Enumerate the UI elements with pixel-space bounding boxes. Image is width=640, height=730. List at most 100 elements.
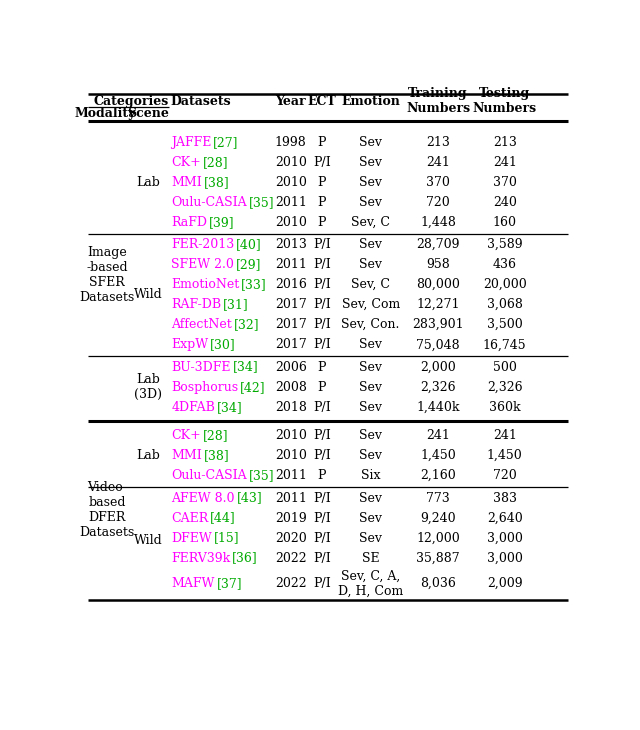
Text: SE: SE xyxy=(362,552,380,564)
Text: 241: 241 xyxy=(493,429,516,442)
Text: P/I: P/I xyxy=(313,401,331,414)
Text: [28]: [28] xyxy=(203,155,228,169)
Text: 2011: 2011 xyxy=(275,491,307,504)
Text: P: P xyxy=(317,469,326,483)
Text: Training
Numbers: Training Numbers xyxy=(406,88,470,115)
Text: Emotion: Emotion xyxy=(341,95,400,108)
Text: 9,240: 9,240 xyxy=(420,512,456,525)
Text: 383: 383 xyxy=(493,491,516,504)
Text: Wild: Wild xyxy=(134,288,163,301)
Text: 3,500: 3,500 xyxy=(487,318,523,331)
Text: Sev: Sev xyxy=(359,258,382,272)
Text: [38]: [38] xyxy=(204,449,230,462)
Text: P/I: P/I xyxy=(313,491,331,504)
Text: 8,036: 8,036 xyxy=(420,577,456,590)
Text: 2010: 2010 xyxy=(275,176,307,189)
Text: P: P xyxy=(317,176,326,189)
Text: Sev: Sev xyxy=(359,380,382,393)
Text: [43]: [43] xyxy=(237,491,262,504)
Text: Sev: Sev xyxy=(359,512,382,525)
Text: MAFW: MAFW xyxy=(172,577,215,590)
Text: 2,326: 2,326 xyxy=(487,380,522,393)
Text: Wild: Wild xyxy=(134,534,163,548)
Text: 3,068: 3,068 xyxy=(487,299,523,311)
Text: ExpW: ExpW xyxy=(172,338,209,351)
Text: P/I: P/I xyxy=(313,429,331,442)
Text: [33]: [33] xyxy=(241,278,267,291)
Text: 2010: 2010 xyxy=(275,155,307,169)
Text: P: P xyxy=(317,380,326,393)
Text: AFEW 8.0: AFEW 8.0 xyxy=(172,491,235,504)
Text: 2008: 2008 xyxy=(275,380,307,393)
Text: 80,000: 80,000 xyxy=(416,278,460,291)
Text: Image
-based
SFER
Datasets: Image -based SFER Datasets xyxy=(79,246,135,304)
Text: 2011: 2011 xyxy=(275,196,307,209)
Text: RAF-DB: RAF-DB xyxy=(172,299,221,311)
Text: Lab: Lab xyxy=(136,449,160,462)
Text: Sev: Sev xyxy=(359,196,382,209)
Text: 2010: 2010 xyxy=(275,449,307,462)
Text: 2011: 2011 xyxy=(275,469,307,483)
Text: [35]: [35] xyxy=(248,196,275,209)
Text: [15]: [15] xyxy=(214,531,239,545)
Text: 1,450: 1,450 xyxy=(487,449,523,462)
Text: Sev: Sev xyxy=(359,491,382,504)
Text: P/I: P/I xyxy=(313,258,331,272)
Text: [32]: [32] xyxy=(234,318,259,331)
Text: FERV39k: FERV39k xyxy=(172,552,230,564)
Text: 2,160: 2,160 xyxy=(420,469,456,483)
Text: 2013: 2013 xyxy=(275,238,307,251)
Text: Sev: Sev xyxy=(359,449,382,462)
Text: 28,709: 28,709 xyxy=(416,238,460,251)
Text: 360k: 360k xyxy=(489,401,520,414)
Text: Bosphorus: Bosphorus xyxy=(172,380,239,393)
Text: 1,450: 1,450 xyxy=(420,449,456,462)
Text: 2018: 2018 xyxy=(275,401,307,414)
Text: Video-
based
DFER
Datasets: Video- based DFER Datasets xyxy=(79,480,135,539)
Text: Sev: Sev xyxy=(359,531,382,545)
Text: Sev: Sev xyxy=(359,176,382,189)
Text: 2,009: 2,009 xyxy=(487,577,522,590)
Text: Sev: Sev xyxy=(359,238,382,251)
Text: P/I: P/I xyxy=(313,155,331,169)
Text: EmotioNet: EmotioNet xyxy=(172,278,240,291)
Text: 3,589: 3,589 xyxy=(487,238,522,251)
Text: 241: 241 xyxy=(426,155,450,169)
Text: 2006: 2006 xyxy=(275,361,307,374)
Text: 2022: 2022 xyxy=(275,552,307,564)
Text: 12,000: 12,000 xyxy=(416,531,460,545)
Text: Lab: Lab xyxy=(136,176,160,189)
Text: Sev, C, A,
D, H, Com: Sev, C, A, D, H, Com xyxy=(338,569,403,597)
Text: 500: 500 xyxy=(493,361,516,374)
Text: 240: 240 xyxy=(493,196,516,209)
Text: P: P xyxy=(317,196,326,209)
Text: 773: 773 xyxy=(426,491,450,504)
Text: Sev, C: Sev, C xyxy=(351,278,390,291)
Text: 213: 213 xyxy=(493,136,516,149)
Text: 1,448: 1,448 xyxy=(420,216,456,228)
Text: 241: 241 xyxy=(426,429,450,442)
Text: 1,440k: 1,440k xyxy=(416,401,460,414)
Text: Modality: Modality xyxy=(75,107,136,120)
Text: 2,326: 2,326 xyxy=(420,380,456,393)
Text: 2017: 2017 xyxy=(275,318,307,331)
Text: Sev: Sev xyxy=(359,338,382,351)
Text: FER-2013: FER-2013 xyxy=(172,238,235,251)
Text: Sev: Sev xyxy=(359,136,382,149)
Text: P/I: P/I xyxy=(313,299,331,311)
Text: 16,745: 16,745 xyxy=(483,338,527,351)
Text: Year: Year xyxy=(275,95,306,108)
Text: Sev, Con.: Sev, Con. xyxy=(341,318,400,331)
Text: 213: 213 xyxy=(426,136,450,149)
Text: 720: 720 xyxy=(493,469,516,483)
Text: ECT: ECT xyxy=(307,95,336,108)
Text: 2022: 2022 xyxy=(275,577,307,590)
Text: DFEW: DFEW xyxy=(172,531,212,545)
Text: [35]: [35] xyxy=(248,469,275,483)
Text: CK+: CK+ xyxy=(172,155,201,169)
Text: JAFFE: JAFFE xyxy=(172,136,212,149)
Text: SFEW 2.0: SFEW 2.0 xyxy=(172,258,234,272)
Text: P/I: P/I xyxy=(313,238,331,251)
Text: CAER: CAER xyxy=(172,512,209,525)
Text: 2010: 2010 xyxy=(275,216,307,228)
